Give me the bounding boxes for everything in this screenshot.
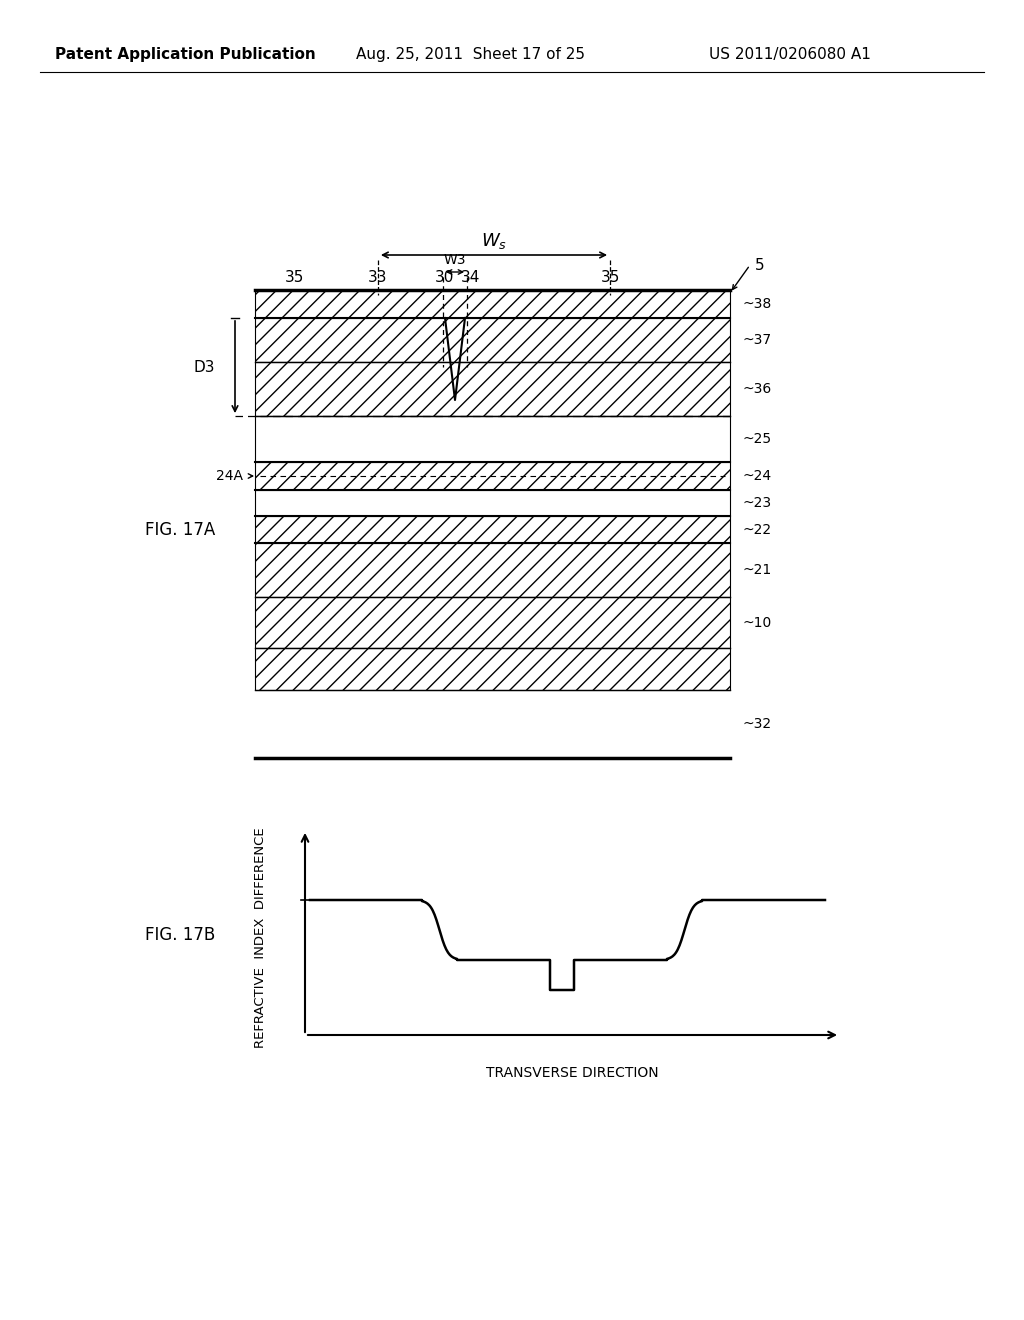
Text: ~38: ~38 <box>742 297 771 312</box>
Text: Aug. 25, 2011  Sheet 17 of 25: Aug. 25, 2011 Sheet 17 of 25 <box>355 48 585 62</box>
Bar <box>255 490 730 516</box>
Text: REFRACTIVE  INDEX  DIFFERENCE: REFRACTIVE INDEX DIFFERENCE <box>254 828 266 1048</box>
Bar <box>255 416 730 462</box>
Text: ~32: ~32 <box>742 717 771 731</box>
Text: ~24: ~24 <box>742 469 771 483</box>
Text: 35: 35 <box>286 271 305 285</box>
Bar <box>255 362 730 416</box>
Text: FIG. 17B: FIG. 17B <box>145 927 215 944</box>
Text: ~10: ~10 <box>742 616 771 630</box>
Text: W3: W3 <box>443 253 466 267</box>
Text: $W_s$: $W_s$ <box>481 231 507 251</box>
Bar <box>255 543 730 597</box>
Text: ~23: ~23 <box>742 496 771 510</box>
Bar <box>255 648 730 690</box>
Text: 34: 34 <box>461 271 479 285</box>
Bar <box>255 516 730 543</box>
Text: ~36: ~36 <box>742 381 771 396</box>
Text: 33: 33 <box>369 271 388 285</box>
Text: 35: 35 <box>600 271 620 285</box>
Bar <box>255 597 730 648</box>
Text: ~37: ~37 <box>742 333 771 347</box>
Text: ~21: ~21 <box>742 564 771 577</box>
Bar <box>255 462 730 490</box>
Bar <box>255 290 730 318</box>
Text: D3: D3 <box>194 359 215 375</box>
Text: TRANSVERSE DIRECTION: TRANSVERSE DIRECTION <box>486 1067 658 1080</box>
Text: Patent Application Publication: Patent Application Publication <box>54 48 315 62</box>
Text: 5: 5 <box>755 257 765 272</box>
Text: 30: 30 <box>435 271 455 285</box>
Text: 24A: 24A <box>216 469 243 483</box>
Text: US 2011/0206080 A1: US 2011/0206080 A1 <box>709 48 871 62</box>
Text: ~25: ~25 <box>742 432 771 446</box>
Text: FIG. 17A: FIG. 17A <box>145 521 215 539</box>
Text: ~22: ~22 <box>742 523 771 537</box>
Bar <box>255 318 730 362</box>
